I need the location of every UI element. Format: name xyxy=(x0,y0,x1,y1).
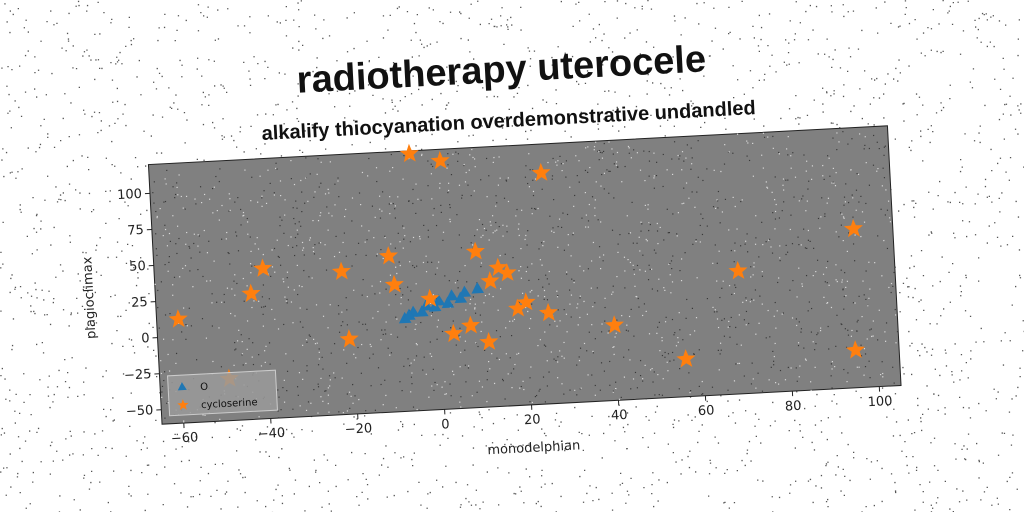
star-point xyxy=(480,271,500,290)
legend-entry-label: cycloserine xyxy=(201,397,258,411)
y-axis-label: plagioclimax xyxy=(80,256,99,339)
y-tick-label: 100 xyxy=(117,187,143,203)
star-point xyxy=(479,331,499,351)
y-tick-label: 50 xyxy=(129,259,146,275)
legend-box xyxy=(167,369,278,417)
x-tick-label: 20 xyxy=(524,412,541,428)
star-point xyxy=(384,274,404,294)
star-point xyxy=(728,261,748,280)
x-axis-ticks: −60 −40 −20 0 20 40 60 80 100 xyxy=(171,386,893,447)
star-point xyxy=(378,246,398,265)
triangle-point xyxy=(416,305,429,317)
star-point xyxy=(843,218,863,238)
y-tick-label: 75 xyxy=(127,223,144,239)
star-point xyxy=(430,150,450,170)
star-point xyxy=(444,323,464,343)
triangle-point xyxy=(403,308,416,321)
y-axis-ticks: −50 −25 0 25 50 75 100 xyxy=(117,187,162,420)
star-point xyxy=(168,309,188,328)
star-point xyxy=(604,315,624,334)
x-tick-label: 100 xyxy=(867,394,893,410)
legend-star-marker xyxy=(177,399,189,411)
chart-title: radiotherapy uterocele xyxy=(296,38,707,101)
x-tick-label: −60 xyxy=(171,430,199,446)
star-point xyxy=(497,263,517,282)
triangle-point xyxy=(428,300,442,312)
star-point xyxy=(845,340,865,359)
star-point xyxy=(465,241,485,260)
star-point xyxy=(461,315,481,335)
triangle-point xyxy=(454,291,468,304)
triangle-point xyxy=(441,296,455,309)
y-tick-label: 0 xyxy=(141,331,150,346)
star-point xyxy=(516,292,536,311)
axes-group: −60 −40 −20 0 20 40 60 80 100 −50 −25 0 25 50 75 100 m… xyxy=(80,125,902,458)
star-point xyxy=(531,162,551,182)
star-point xyxy=(241,283,261,303)
star-point xyxy=(253,258,273,277)
legend-triangle-marker xyxy=(177,382,187,391)
x-tick-label: 80 xyxy=(785,399,802,415)
star-point xyxy=(399,143,419,163)
x-tick-label: 0 xyxy=(441,417,450,432)
triangle-point xyxy=(471,282,485,294)
star-point xyxy=(508,298,528,318)
triangle-point xyxy=(445,289,459,301)
star-point xyxy=(420,288,440,308)
x-axis-label: monodelphian xyxy=(487,438,581,458)
x-tick-label: 60 xyxy=(698,403,715,419)
x-tick-label: 40 xyxy=(611,408,628,424)
y-tick-label: −50 xyxy=(126,403,154,419)
star-point xyxy=(339,329,359,348)
star-point xyxy=(538,302,558,322)
x-tick-label: −40 xyxy=(257,426,285,442)
x-tick-label: −20 xyxy=(344,421,372,437)
star-point xyxy=(331,261,351,280)
y-tick-label: 25 xyxy=(131,295,148,311)
star-point xyxy=(676,349,696,368)
legend-entry-label: O xyxy=(200,382,209,393)
y-tick-label: −25 xyxy=(124,367,152,383)
